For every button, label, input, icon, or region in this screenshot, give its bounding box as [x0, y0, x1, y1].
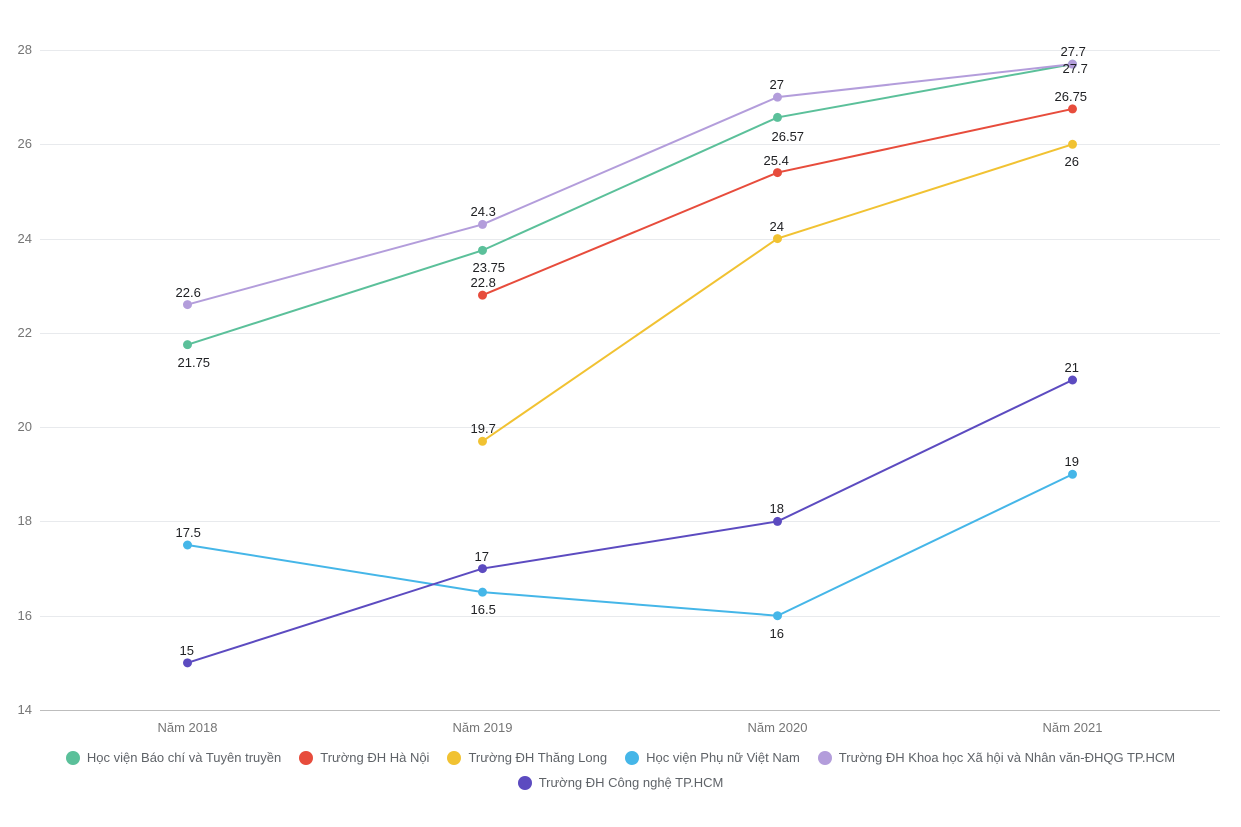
data-point-label: 16	[770, 626, 784, 641]
legend-label: Trường ĐH Hà Nội	[320, 750, 429, 765]
y-axis-tick-label: 20	[8, 419, 32, 434]
data-point-label: 27	[770, 77, 784, 92]
series-marker	[183, 541, 192, 550]
data-point-label: 17.5	[176, 525, 201, 540]
legend-label: Trường ĐH Công nghệ TP.HCM	[539, 775, 724, 790]
chart-legend: Học viện Báo chí và Tuyên truyền Trường Đ…	[0, 750, 1241, 790]
series-marker	[773, 93, 782, 102]
series-marker	[183, 658, 192, 667]
data-point-label: 27.7	[1061, 44, 1086, 59]
series-marker	[478, 220, 487, 229]
legend-item: Học viện Phụ nữ Việt Nam	[625, 750, 800, 765]
series-marker	[773, 234, 782, 243]
data-point-label: 16.5	[471, 602, 496, 617]
data-point-label: 24.3	[471, 204, 496, 219]
data-point-label: 27.7	[1063, 61, 1088, 76]
series-marker	[773, 168, 782, 177]
legend-label: Trường ĐH Khoa học Xã hội và Nhân văn-ĐH…	[839, 750, 1175, 765]
series-marker	[183, 300, 192, 309]
data-point-label: 24	[770, 219, 784, 234]
data-point-label: 19	[1065, 454, 1079, 469]
series-marker	[773, 113, 782, 122]
series-marker	[773, 517, 782, 526]
legend-swatch	[299, 751, 313, 765]
series-marker	[773, 611, 782, 620]
series-marker	[1068, 140, 1077, 149]
x-axis-tick-label: Năm 2021	[1013, 720, 1133, 735]
series-line	[188, 64, 1073, 345]
x-axis-tick-label: Năm 2018	[128, 720, 248, 735]
legend-swatch	[518, 776, 532, 790]
data-point-label: 22.8	[471, 275, 496, 290]
gridline	[40, 710, 1220, 711]
series-marker	[478, 246, 487, 255]
data-point-label: 21.75	[178, 355, 211, 370]
legend-swatch	[625, 751, 639, 765]
x-axis-tick-label: Năm 2020	[718, 720, 838, 735]
y-axis-tick-label: 26	[8, 136, 32, 151]
y-axis-tick-label: 24	[8, 231, 32, 246]
series-line	[483, 144, 1073, 441]
legend-item: Học viện Báo chí và Tuyên truyền	[66, 750, 281, 765]
legend-label: Học viện Báo chí và Tuyên truyền	[87, 750, 281, 765]
chart-svg	[40, 50, 1220, 710]
y-axis-tick-label: 16	[8, 608, 32, 623]
series-marker	[1068, 470, 1077, 479]
line-chart: 14 16 18 20 22 24 26 28 Năm 2018 Năm 2019 Năm 2020…	[0, 0, 1241, 827]
legend-swatch	[818, 751, 832, 765]
series-marker	[183, 340, 192, 349]
y-axis-tick-label: 22	[8, 325, 32, 340]
data-point-label: 17	[475, 549, 489, 564]
data-point-label: 18	[770, 501, 784, 516]
y-axis-tick-label: 14	[8, 702, 32, 717]
data-point-label: 26.75	[1055, 89, 1088, 104]
legend-item: Trường ĐH Hà Nội	[299, 750, 429, 765]
series-marker	[1068, 104, 1077, 113]
data-point-label: 22.6	[176, 285, 201, 300]
legend-swatch	[66, 751, 80, 765]
data-point-label: 19.7	[471, 421, 496, 436]
legend-item: Trường ĐH Công nghệ TP.HCM	[518, 775, 724, 790]
x-axis-tick-label: Năm 2019	[423, 720, 543, 735]
series-marker	[478, 437, 487, 446]
data-point-label: 21	[1065, 360, 1079, 375]
data-point-label: 26	[1065, 154, 1079, 169]
series-line	[188, 380, 1073, 663]
legend-label: Học viện Phụ nữ Việt Nam	[646, 750, 800, 765]
data-point-label: 23.75	[473, 260, 506, 275]
legend-swatch	[447, 751, 461, 765]
series-marker	[478, 291, 487, 300]
data-point-label: 15	[180, 643, 194, 658]
plot-area: 1416182022242628Năm 2018Năm 2019Năm 2020…	[40, 50, 1220, 710]
legend-label: Trường ĐH Thăng Long	[468, 750, 607, 765]
series-marker	[478, 588, 487, 597]
series-marker	[478, 564, 487, 573]
data-point-label: 25.4	[764, 153, 789, 168]
legend-item: Trường ĐH Khoa học Xã hội và Nhân văn-ĐH…	[818, 750, 1175, 765]
y-axis-tick-label: 28	[8, 42, 32, 57]
legend-item: Trường ĐH Thăng Long	[447, 750, 607, 765]
series-marker	[1068, 376, 1077, 385]
y-axis-tick-label: 18	[8, 513, 32, 528]
data-point-label: 26.57	[772, 129, 805, 144]
